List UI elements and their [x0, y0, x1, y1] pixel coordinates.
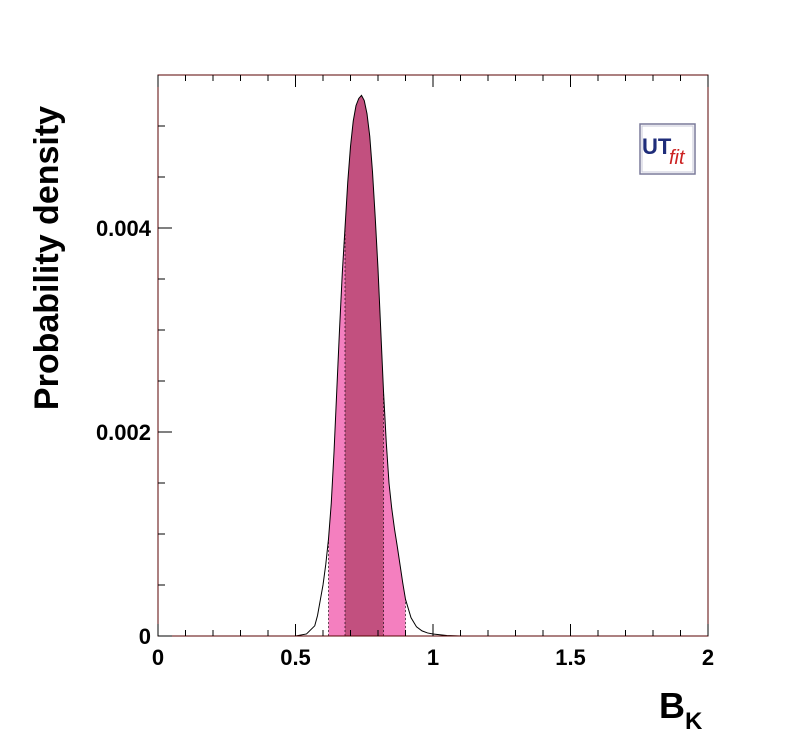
probability-bands [328, 95, 406, 637]
density-curve [158, 94, 708, 637]
y-axis-ticks: 0 0.002 0.004 [96, 125, 172, 649]
y-axis-label: Probability density [28, 106, 66, 410]
x-tick-label: 0 [152, 645, 164, 670]
y-tick-label: 0.002 [96, 420, 151, 445]
y-tick-label: 0.004 [96, 216, 152, 241]
x-tick-label: 1.5 [555, 645, 586, 670]
x-tick-label: 0.5 [280, 645, 311, 670]
x-tick-label: 2 [702, 645, 714, 670]
x-axis-label: BK [659, 685, 703, 735]
x-axis-ticks: 0 0.5 1 1.5 2 [152, 75, 714, 670]
band-1 [345, 95, 384, 637]
utfit-logo: UT fit [639, 123, 696, 175]
y-tick-label: 0 [139, 624, 151, 649]
x-axis-label-sub: K [685, 708, 703, 735]
x-tick-label: 1 [427, 645, 439, 670]
x-axis-label-main: B [659, 685, 685, 726]
plot-frame [157, 74, 709, 637]
logo-text-main: UT [642, 134, 672, 159]
logo-text-sub: fit [669, 147, 686, 169]
